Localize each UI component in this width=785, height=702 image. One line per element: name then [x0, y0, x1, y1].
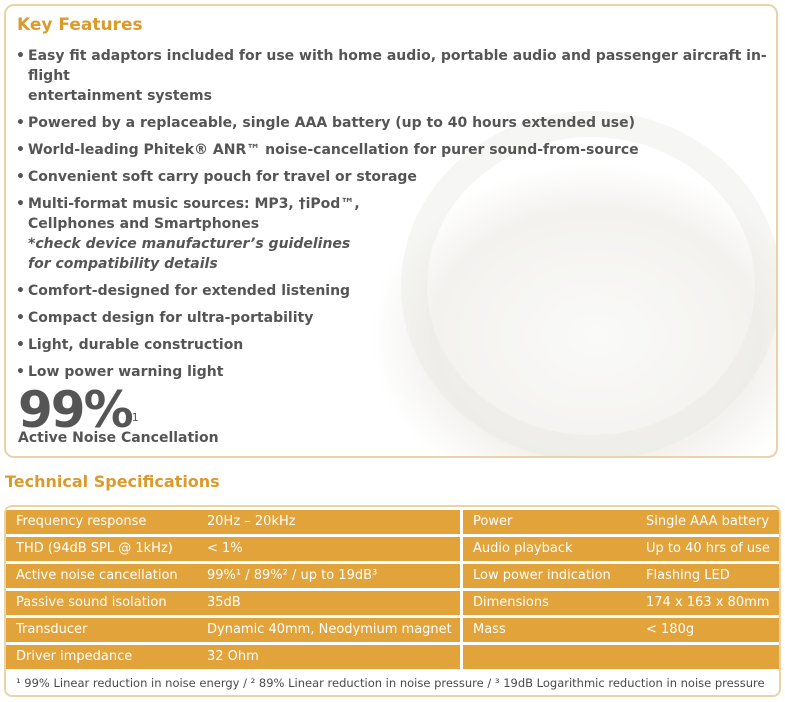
spec-row-right [463, 645, 779, 669]
spec-value: Up to 40 hrs of use [646, 541, 770, 556]
footnote: ¹ 99% Linear reduction in noise energy /… [16, 676, 765, 690]
feature-text: Low power warning light [28, 364, 224, 380]
key-features-panel: Key Features Easy fit adaptors included … [4, 4, 778, 458]
spec-label: Mass [473, 622, 506, 637]
spec-row-right: Power Single AAA battery [463, 510, 779, 534]
technical-specifications-title: Technical Specifications [5, 472, 220, 491]
feature-item: Comfort-designed for extended listening [16, 281, 776, 301]
spec-value: < 1% [207, 541, 243, 556]
spec-value: 32 Ohm [207, 649, 259, 664]
feature-item: World-leading Phitek® ANR™ noise-cancell… [16, 140, 776, 160]
stat-label: Active Noise Cancellation [18, 430, 219, 446]
spec-value: 174 x 163 x 80mm [646, 595, 770, 610]
specifications-table: Frequency response 20Hz – 20kHz THD (94dB … [6, 507, 779, 672]
stat-footnote-marker: 1 [131, 411, 139, 424]
feature-text: Compact design for ultra-portability [28, 310, 314, 326]
spec-row-left: Passive sound isolation 35dB [6, 591, 460, 615]
feature-item: Convenient soft carry pouch for travel o… [16, 167, 776, 187]
feature-note: for compatibility details [28, 256, 218, 272]
feature-text: Comfort-designed for extended listening [28, 283, 351, 299]
spec-label: Dimensions [473, 595, 549, 610]
spec-row-left: Active noise cancellation 99%¹ / 89%² / u… [6, 564, 460, 588]
feature-item: Multi-format music sources: MP3, †iPod™,… [16, 194, 776, 274]
spec-row-left: Transducer Dynamic 40mm, Neodymium magnet [6, 618, 460, 642]
feature-item: Light, durable construction [16, 335, 776, 355]
feature-item: Compact design for ultra-portability [16, 308, 776, 328]
feature-text: Powered by a replaceable, single AAA bat… [28, 115, 636, 131]
spec-label: Power [473, 514, 513, 529]
spec-label: Transducer [16, 622, 88, 637]
spec-label: Low power indication [473, 568, 611, 583]
spec-row-left: THD (94dB SPL @ 1kHz) < 1% [6, 537, 460, 561]
spec-row-right: Mass < 180g [463, 618, 779, 642]
spec-value: 99%¹ / 89%² / up to 19dB³ [207, 568, 378, 583]
spec-label: Audio playback [473, 541, 573, 556]
feature-item: Powered by a replaceable, single AAA bat… [16, 113, 776, 133]
spec-row-right: Low power indication Flashing LED [463, 564, 779, 588]
feature-text: Light, durable construction [28, 337, 244, 353]
feature-item: Low power warning light [16, 362, 776, 382]
feature-text: Multi-format music sources: MP3, †iPod™, [28, 196, 360, 212]
specifications-panel: Frequency response 20Hz – 20kHz THD (94dB … [4, 505, 781, 697]
spec-value: 35dB [207, 595, 241, 610]
feature-text: World-leading Phitek® ANR™ noise-cancell… [28, 142, 639, 158]
spec-label: THD (94dB SPL @ 1kHz) [16, 541, 173, 556]
spec-value: Dynamic 40mm, Neodymium magnet [207, 622, 452, 637]
feature-text: Convenient soft carry pouch for travel o… [28, 169, 417, 185]
spec-row-left: Driver impedance 32 Ohm [6, 645, 460, 669]
spec-label: Driver impedance [16, 649, 133, 664]
spec-value: Flashing LED [646, 568, 730, 583]
spec-row-right: Dimensions 174 x 163 x 80mm [463, 591, 779, 615]
feature-text: Easy fit adaptors included for use with … [28, 48, 767, 84]
feature-item: Easy fit adaptors included for use with … [16, 46, 776, 106]
stat-value: 99% [18, 381, 134, 439]
spec-value: 20Hz – 20kHz [207, 514, 296, 529]
spec-row-right: Audio playback Up to 40 hrs of use [463, 537, 779, 561]
spec-label: Frequency response [16, 514, 147, 529]
spec-value: < 180g [646, 622, 695, 637]
spec-row-left: Frequency response 20Hz – 20kHz [6, 510, 460, 534]
spec-label: Active noise cancellation [16, 568, 178, 583]
spec-label: Passive sound isolation [16, 595, 167, 610]
noise-cancellation-stat: 99%1 [18, 384, 139, 436]
key-features-title: Key Features [17, 15, 143, 35]
spec-value: Single AAA battery [646, 514, 770, 529]
feature-text-continued: Cellphones and Smartphones [28, 216, 260, 232]
feature-text-continued: entertainment systems [28, 88, 212, 104]
feature-note: *check device manufacturer’s guidelines [28, 236, 351, 252]
feature-list: Easy fit adaptors included for use with … [16, 46, 776, 389]
